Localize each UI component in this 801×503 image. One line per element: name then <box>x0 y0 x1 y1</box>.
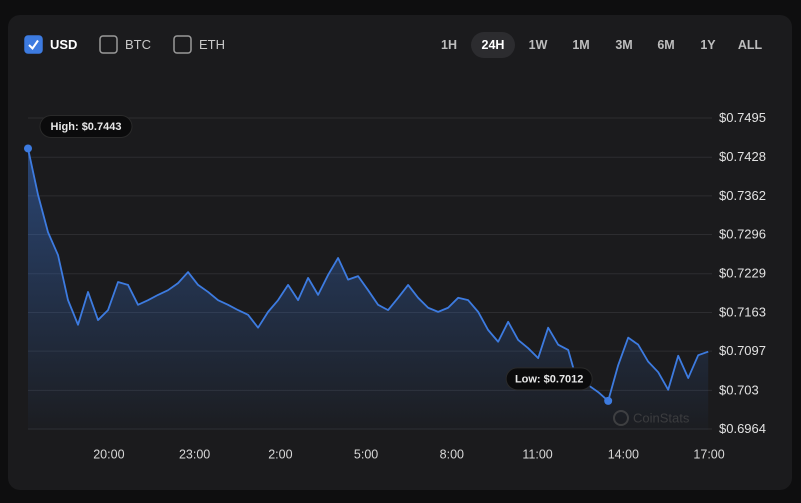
range-label[interactable]: 3M <box>615 38 632 52</box>
checkmark <box>28 39 39 51</box>
currency-label[interactable]: ETH <box>199 37 225 52</box>
x-tick-label: 20:00 <box>93 447 124 461</box>
range-button[interactable]: 1Y <box>700 38 716 52</box>
watermark-text: CoinStats <box>633 410 690 425</box>
y-tick-label: $0.7296 <box>719 226 766 241</box>
range-button[interactable]: 1M <box>572 38 589 52</box>
range-label[interactable]: 1W <box>529 38 548 52</box>
x-tick-label: 8:00 <box>440 447 464 461</box>
y-tick-label: $0.7097 <box>719 343 766 358</box>
annotation-label: Low: $0.7012 <box>515 373 583 385</box>
watermark-icon <box>613 410 629 426</box>
y-tick-label: $0.7362 <box>719 188 766 203</box>
range-selected-bg <box>471 32 515 58</box>
x-tick-label: 17:00 <box>693 447 724 461</box>
extreme-point <box>24 144 32 153</box>
annotation-bg <box>39 114 133 138</box>
range-label[interactable]: 1M <box>572 38 589 52</box>
x-tick-label: 5:00 <box>354 447 378 461</box>
annotation-label: High: $0.7443 <box>51 121 122 133</box>
range-button[interactable]: 1H <box>441 38 457 52</box>
currency-toggle[interactable]: ETH <box>173 35 225 54</box>
y-tick-label: $0.7229 <box>719 266 766 281</box>
x-tick-label: 14:00 <box>608 447 639 461</box>
range-button[interactable]: 3M <box>615 38 632 52</box>
annotation-bg <box>505 367 593 391</box>
checkbox[interactable] <box>173 35 192 54</box>
price-line <box>27 148 709 402</box>
y-tick-label: $0.7428 <box>719 149 766 164</box>
range-label[interactable]: 1H <box>441 38 457 52</box>
range-button[interactable]: ALL <box>738 38 763 52</box>
extreme-point <box>604 396 613 405</box>
range-button[interactable]: 24H <box>471 32 515 58</box>
y-tick-label: $0.7495 <box>719 110 766 125</box>
range-label[interactable]: ALL <box>738 38 763 52</box>
checkbox[interactable] <box>24 35 43 54</box>
range-label[interactable]: 1Y <box>700 38 716 52</box>
currency-toggle[interactable]: BTC <box>99 35 151 54</box>
range-label[interactable]: 6M <box>657 38 674 52</box>
x-tick-label: 23:00 <box>179 447 210 461</box>
watermark: CoinStats <box>613 410 690 426</box>
currency-label[interactable]: BTC <box>125 37 151 52</box>
currency-label[interactable]: USD <box>50 37 77 52</box>
y-tick-label: $0.7163 <box>719 304 766 319</box>
range-label[interactable]: 24H <box>482 38 505 52</box>
range-button[interactable]: 1W <box>529 38 548 52</box>
y-tick-label: $0.6964 <box>719 421 766 436</box>
x-tick-label: 11:00 <box>522 447 552 461</box>
y-tick-label: $0.703 <box>719 382 759 397</box>
range-button[interactable]: 6M <box>657 38 674 52</box>
currency-toggle[interactable]: USD <box>24 35 77 54</box>
area-fill <box>28 148 709 430</box>
x-tick-label: 2:00 <box>268 447 292 461</box>
checkbox[interactable] <box>99 35 118 54</box>
